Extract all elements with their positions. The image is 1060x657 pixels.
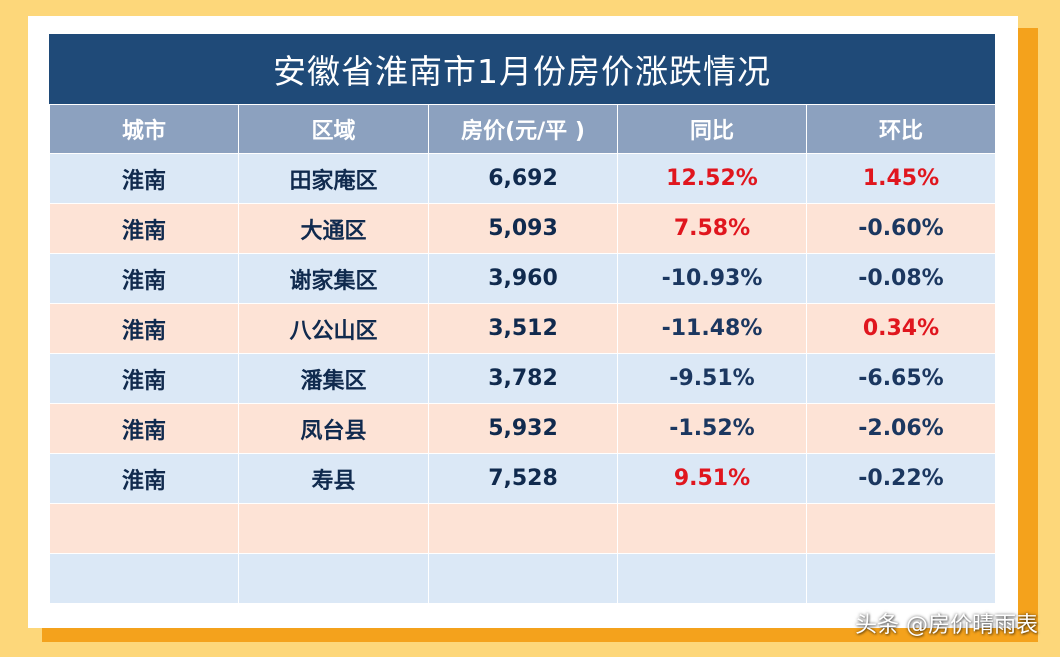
cell-district: 八公山区 — [238, 303, 429, 354]
cell-city: 淮南 — [49, 203, 239, 254]
cell-price: 5,093 — [428, 203, 618, 254]
table-row: 淮南 谢家集区 3,960 -10.93% -0.08% — [49, 253, 996, 304]
cell-price: 5,932 — [428, 403, 618, 454]
cell-yoy: -11.48% — [617, 303, 807, 354]
cell-mom: -0.22% — [806, 453, 996, 504]
cell-mom: -2.06% — [806, 403, 996, 454]
empty-table-row — [49, 553, 996, 604]
table-row: 淮南 八公山区 3,512 -11.48% 0.34% — [49, 303, 996, 354]
cell-city: 淮南 — [49, 353, 239, 404]
table-row: 淮南 寿县 7,528 9.51% -0.22% — [49, 453, 996, 504]
empty-cell — [806, 503, 996, 554]
column-header-yoy: 同比 — [617, 104, 807, 154]
cell-mom: -0.60% — [806, 203, 996, 254]
column-header-district: 区域 — [238, 104, 429, 154]
cell-yoy: 12.52% — [617, 153, 807, 204]
cell-yoy: 9.51% — [617, 453, 807, 504]
cell-yoy: 7.58% — [617, 203, 807, 254]
table-body: 淮南 田家庵区 6,692 12.52% 1.45% 淮南 大通区 5,093 7.58% -0.… — [49, 153, 996, 604]
cell-yoy: -1.52% — [617, 403, 807, 454]
empty-cell — [428, 503, 618, 554]
cell-district: 大通区 — [238, 203, 429, 254]
column-header-mom: 环比 — [806, 104, 996, 154]
empty-cell — [238, 503, 429, 554]
cell-city: 淮南 — [49, 303, 239, 354]
cell-city: 淮南 — [49, 453, 239, 504]
cell-price: 3,512 — [428, 303, 618, 354]
cell-mom: -0.08% — [806, 253, 996, 304]
cell-mom: -6.65% — [806, 353, 996, 404]
empty-cell — [238, 553, 429, 604]
table-title: 安徽省淮南市1月份房价涨跌情况 — [49, 34, 995, 104]
table-row: 淮南 田家庵区 6,692 12.52% 1.45% — [49, 153, 996, 204]
cell-city: 淮南 — [49, 153, 239, 204]
column-header-city: 城市 — [49, 104, 239, 154]
header-row: 城市 区域 房价(元/平 ) 同比 环比 — [49, 104, 996, 154]
table-row: 淮南 大通区 5,093 7.58% -0.60% — [49, 203, 996, 254]
watermark: 头条 @房价晴雨表 — [855, 613, 1038, 638]
empty-cell — [617, 503, 807, 554]
empty-cell — [49, 553, 239, 604]
price-table: 城市 区域 房价(元/平 ) 同比 环比 淮南 田家庵区 6,692 12.52% 1.… — [49, 104, 996, 604]
cell-price: 6,692 — [428, 153, 618, 204]
empty-table-row — [49, 503, 996, 554]
cell-district: 谢家集区 — [238, 253, 429, 304]
cell-district: 凤台县 — [238, 403, 429, 454]
table-row: 淮南 潘集区 3,782 -9.51% -6.65% — [49, 353, 996, 404]
price-table-container: 安徽省淮南市1月份房价涨跌情况 城市 区域 房价(元/平 ) 同比 环比 淮南田… — [49, 34, 996, 608]
empty-cell — [428, 553, 618, 604]
empty-cell — [806, 553, 996, 604]
cell-district: 田家庵区 — [238, 153, 429, 204]
column-header-price: 房价(元/平 ) — [428, 104, 618, 154]
table-row: 淮南 凤台县 5,932 -1.52% -2.06% — [49, 403, 996, 454]
cell-district: 潘集区 — [238, 353, 429, 404]
cell-price: 3,960 — [428, 253, 618, 304]
cell-city: 淮南 — [49, 403, 239, 454]
cell-yoy: -10.93% — [617, 253, 807, 304]
cell-mom: 0.34% — [806, 303, 996, 354]
cell-district: 寿县 — [238, 453, 429, 504]
cell-price: 3,782 — [428, 353, 618, 404]
cell-yoy: -9.51% — [617, 353, 807, 404]
cell-price: 7,528 — [428, 453, 618, 504]
cell-city: 淮南 — [49, 253, 239, 304]
empty-cell — [49, 503, 239, 554]
empty-cell — [617, 553, 807, 604]
cell-mom: 1.45% — [806, 153, 996, 204]
